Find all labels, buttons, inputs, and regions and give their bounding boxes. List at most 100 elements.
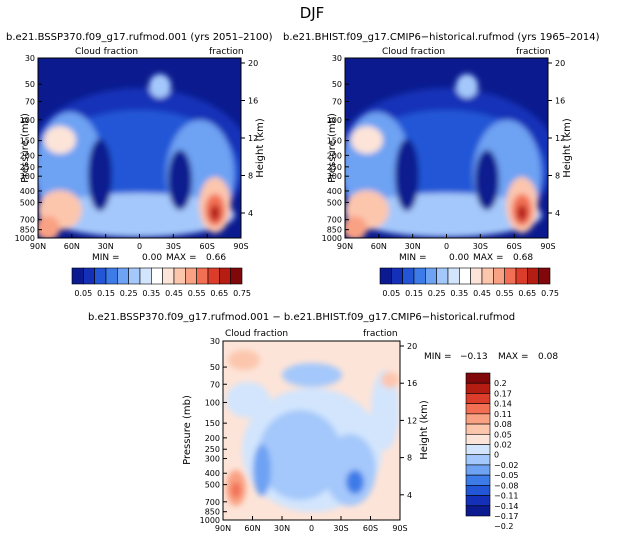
cb3-label: 0.2: [494, 379, 507, 388]
p1-htick-label: 8: [248, 172, 253, 181]
p3-ytick-label: 700: [205, 498, 220, 507]
p2-htick-label: 20: [555, 59, 565, 68]
p2-xtick-label: 0: [444, 242, 449, 251]
p1-shape-m: [88, 139, 112, 211]
p2-ytick-label: 300: [327, 172, 342, 181]
p2-ytick-label: 50: [332, 80, 342, 89]
p3-xtick-label: 60S: [363, 524, 378, 533]
panel-3-colorbar: 0.20.170.140.110.080.050.020−0.02−0.05−0…: [465, 372, 519, 531]
page-title: DJF: [300, 4, 325, 22]
p1-ytick-label: 100: [20, 116, 35, 125]
p3-ytick-label: 100: [205, 398, 220, 407]
cb2-swatch: [402, 267, 415, 285]
p2-shape-l: [456, 74, 478, 98]
cb1-swatch: [83, 267, 95, 285]
p3-ytick-label: 30: [210, 337, 220, 346]
p1-shape-n: [168, 150, 192, 210]
panel-3-axes: 305070100150200250300400500700850100090N…: [200, 337, 418, 533]
p2-ytick-label: 850: [327, 226, 342, 235]
panel-3-subtitle-right: fraction: [363, 329, 398, 339]
cb1-swatch: [105, 267, 118, 285]
cb2-swatch: [379, 267, 392, 285]
p1-xtick-label: 60S: [200, 242, 215, 251]
panel-1-colorbar: 0.05 0.15 0.25 0.35 0.45 0.55 0.65 0.75: [71, 267, 251, 298]
cb1-label: 0.15: [97, 289, 115, 298]
cb3-label: −0.05: [494, 471, 519, 480]
panel-3-max-value: 0.08: [538, 352, 558, 362]
p1-ytick-label: 1000: [15, 234, 35, 243]
cb3-label: −0.02: [494, 461, 519, 470]
cb2-label: 0.45: [473, 289, 491, 298]
p3-shape-k: [228, 350, 260, 370]
cb3-swatch: [465, 433, 491, 445]
p1-ytick-label: 300: [20, 172, 35, 181]
panel-3-ylabel-right: Height (km): [419, 400, 430, 460]
cb3-label: 0.17: [494, 389, 512, 398]
p1-shape-f: [44, 126, 76, 154]
p2-ytick-label: 150: [327, 137, 342, 146]
p1-ytick-label: 200: [20, 151, 35, 160]
p1-xtick-label: 30N: [98, 242, 114, 251]
cb2-label: 0.25: [428, 289, 446, 298]
panel-3-field: [223, 341, 400, 520]
p1-xtick-label: 90S: [233, 242, 248, 251]
panel-3-subtitle-left: Cloud fraction: [225, 329, 288, 339]
cb2-label: 0.05: [382, 289, 400, 298]
p1-ytick-label: 70: [25, 97, 35, 106]
cb3-label: 0.05: [494, 430, 512, 439]
cb1-swatch: [94, 267, 107, 285]
cb1-swatch: [219, 267, 231, 285]
p3-shape-f: [226, 382, 270, 418]
p3-ytick-label: 70: [210, 380, 220, 389]
p2-htick-label: 4: [555, 209, 560, 218]
p3-ytick-label: 500: [205, 481, 220, 490]
cb2-swatch: [527, 267, 539, 285]
cb2-label: 0.15: [405, 289, 423, 298]
p1-ytick-label: 250: [20, 163, 35, 172]
cb3-label: 0.14: [494, 400, 512, 409]
cb1-label: 0.35: [142, 289, 160, 298]
panel-2-axes: 305070100150200250300400500700850100090N…: [322, 54, 566, 251]
p2-htick-label: 16: [555, 97, 565, 106]
p3-shape-c: [324, 434, 376, 506]
p3-xtick-label: 30S: [333, 524, 348, 533]
cb1-label: 0.05: [74, 289, 92, 298]
cb1-swatch: [151, 267, 163, 285]
panel-1-ylabel: Pressure (mb): [20, 113, 31, 183]
p3-ytick-label: 150: [205, 419, 220, 428]
cb1-label: 0.45: [165, 289, 183, 298]
cb3-label: −0.14: [494, 502, 519, 511]
cb2-swatch: [515, 267, 528, 285]
cb2-swatch: [504, 267, 517, 285]
p2-htick-label: 12: [555, 134, 565, 143]
p3-htick-label: 20: [407, 342, 417, 351]
p2-ytick-label: 250: [327, 163, 342, 172]
cb3-swatch: [465, 485, 491, 496]
cb1-swatch: [71, 267, 84, 285]
p2-htick-label: 8: [555, 172, 560, 181]
cb2-swatch: [436, 267, 449, 285]
cb3-swatch: [465, 474, 491, 486]
panel-2-subtitle-left: Cloud fraction: [382, 47, 445, 57]
panel-1-field-shapes: [38, 74, 241, 238]
p2-ytick-label: 100: [327, 116, 342, 125]
cb3-swatch: [465, 403, 491, 415]
cb2-swatch: [493, 267, 505, 285]
p3-xtick-label: 90N: [215, 524, 231, 533]
p3-shape-b: [258, 410, 342, 500]
panel-1-max-value: 0.66: [206, 253, 226, 263]
cb2-swatch: [447, 267, 460, 285]
panel-3: b.e21.BSSP370.f09_g17.rufmod.001 − b.e21…: [88, 312, 558, 533]
p1-ytick-label: 850: [20, 226, 35, 235]
panel-2-field-shapes: [345, 74, 548, 238]
p2-shape-n: [475, 150, 499, 210]
cb1-swatch: [185, 267, 197, 285]
p1-ytick-label: 500: [20, 198, 35, 207]
p1-ytick-label: 50: [25, 80, 35, 89]
panel-2-ylabel-right: Height (km): [562, 118, 573, 178]
cb2-label: 0.35: [450, 289, 468, 298]
p1-shape-l: [149, 74, 171, 98]
p1-xtick-label: 60N: [64, 242, 80, 251]
cb2-swatch: [413, 267, 426, 285]
